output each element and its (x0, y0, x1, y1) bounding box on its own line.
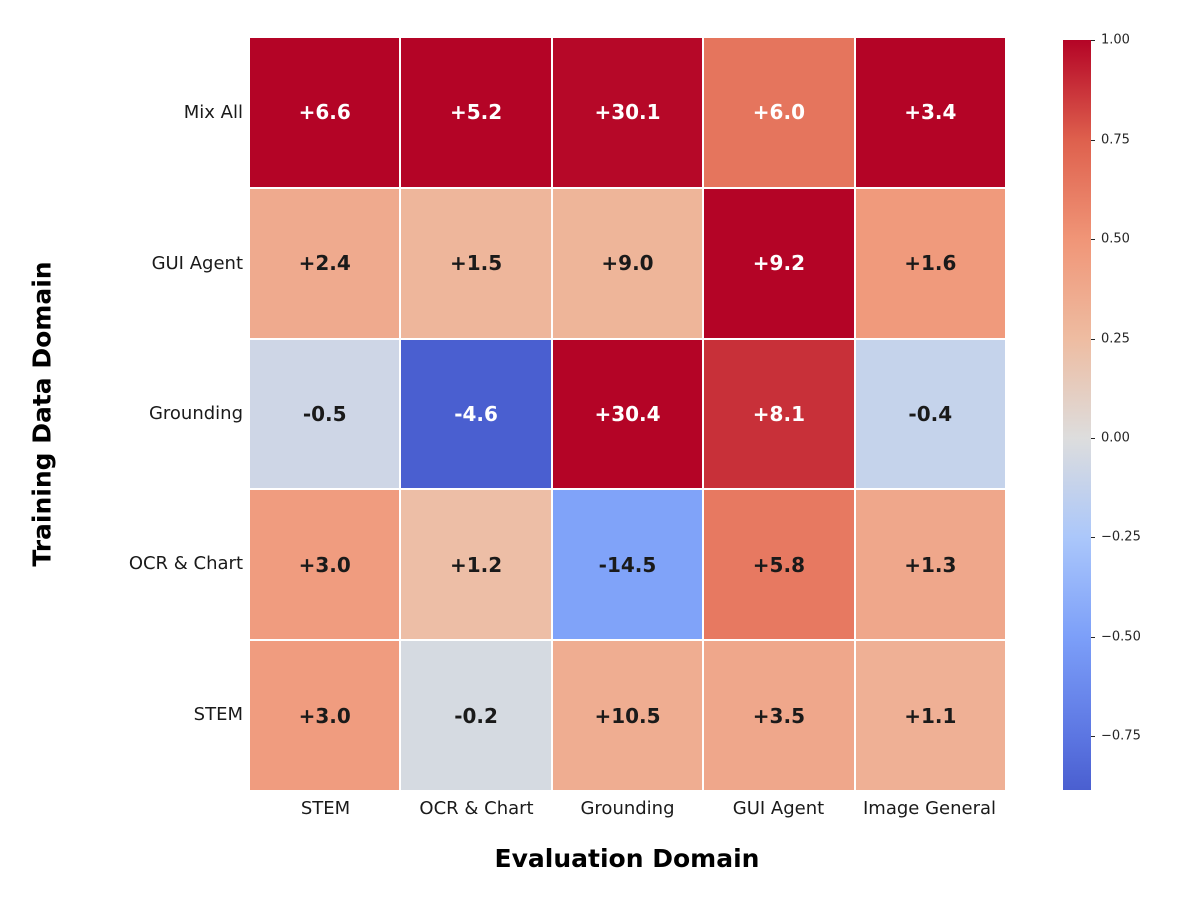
colorbar: 1.00 0.75 0.50 0.25 0.00 −0.25 −0.50 −0.75 (1063, 33, 1141, 790)
heatmap-cell: +1.6 (855, 188, 1005, 338)
colorbar-tick-label: −0.75 (1101, 728, 1141, 744)
y-axis-label: Training Data Domain (27, 261, 57, 567)
colorbar-tick-label: −0.25 (1101, 529, 1141, 545)
y-tick-labels: Mix All GUI Agent Grounding OCR & Chart STEM (60, 38, 243, 790)
colorbar-tick-label: 0.75 (1101, 132, 1130, 148)
heatmap-cell: -4.6 (401, 339, 551, 489)
colorbar-tick-mark (1091, 238, 1095, 240)
y-tick-label: STEM (193, 703, 243, 725)
colorbar-tick-mark (1091, 338, 1095, 340)
colorbar-tick-mark (1091, 537, 1095, 539)
heatmap-cell: +8.1 (704, 339, 854, 489)
y-tick-label: Grounding (148, 403, 243, 424)
colorbar-tick-label: 0.50 (1101, 231, 1130, 247)
heatmap-cell: -14.5 (552, 490, 703, 640)
colorbar-tick-mark (1091, 736, 1095, 737)
heatmap-cell: +1.1 (855, 641, 1005, 790)
colorbar-tick-mark (1091, 139, 1095, 141)
x-tick-label: Grounding (580, 798, 675, 819)
heatmap-cell: +1.3 (855, 490, 1005, 640)
x-tick-label: GUI Agent (732, 798, 825, 819)
heatmap-cell: -0.4 (855, 339, 1005, 489)
colorbar-tick-label: 1.00 (1101, 32, 1130, 48)
colorbar-tick-label: −0.50 (1101, 629, 1141, 645)
heatmap-cell: +30.4 (552, 339, 703, 489)
heatmap-cell: -0.5 (250, 339, 400, 489)
x-tick-label: Image General (862, 798, 997, 819)
x-tick-label: OCR & Chart (419, 798, 534, 819)
x-tick-label: STEM (300, 798, 351, 819)
heatmap-cell: -0.2 (401, 641, 551, 790)
colorbar-tick-label: 0.00 (1101, 430, 1130, 446)
heatmap-cell: +3.5 (704, 641, 854, 790)
x-axis-label: Evaluation Domain (494, 844, 760, 873)
heatmap-cell: +1.5 (401, 188, 551, 338)
heatmap-grid: +6.6 +5.2 +30.1 +6.0 +3.4 +2.4 +1.5 +9.0 +9.2 +1.… (250, 38, 1005, 790)
heatmap-cell: +10.5 (552, 641, 703, 790)
heatmap-cell: +30.1 (552, 38, 703, 187)
heatmap-cell: +3.0 (250, 641, 400, 790)
colorbar-tick-mark (1091, 438, 1095, 440)
heatmap-cell: +6.6 (250, 38, 400, 187)
y-tick-label: OCR & Chart (128, 553, 243, 575)
heatmap-cell: +5.2 (401, 38, 551, 187)
heatmap-cell: +5.8 (704, 490, 854, 640)
heatmap-cell: +3.0 (250, 490, 400, 640)
y-tick-label: GUI Agent (151, 252, 243, 274)
heatmap-cell: +1.2 (401, 490, 551, 640)
colorbar-gradient (1063, 40, 1091, 790)
heatmap-cell: +6.0 (704, 38, 854, 187)
y-tick-label: Mix All (183, 102, 243, 124)
heatmap-cell: +3.4 (855, 38, 1005, 187)
colorbar-tick-mark (1091, 637, 1095, 638)
heatmap-cell: +2.4 (250, 188, 400, 338)
heatmap-cell: +9.2 (704, 188, 854, 338)
colorbar-tick-mark (1091, 40, 1095, 41)
heatmap-cell: +9.0 (552, 188, 703, 338)
colorbar-tick-label: 0.25 (1101, 331, 1130, 346)
x-tick-labels: STEM OCR & Chart Grounding GUI Agent Image G… (250, 798, 1005, 824)
